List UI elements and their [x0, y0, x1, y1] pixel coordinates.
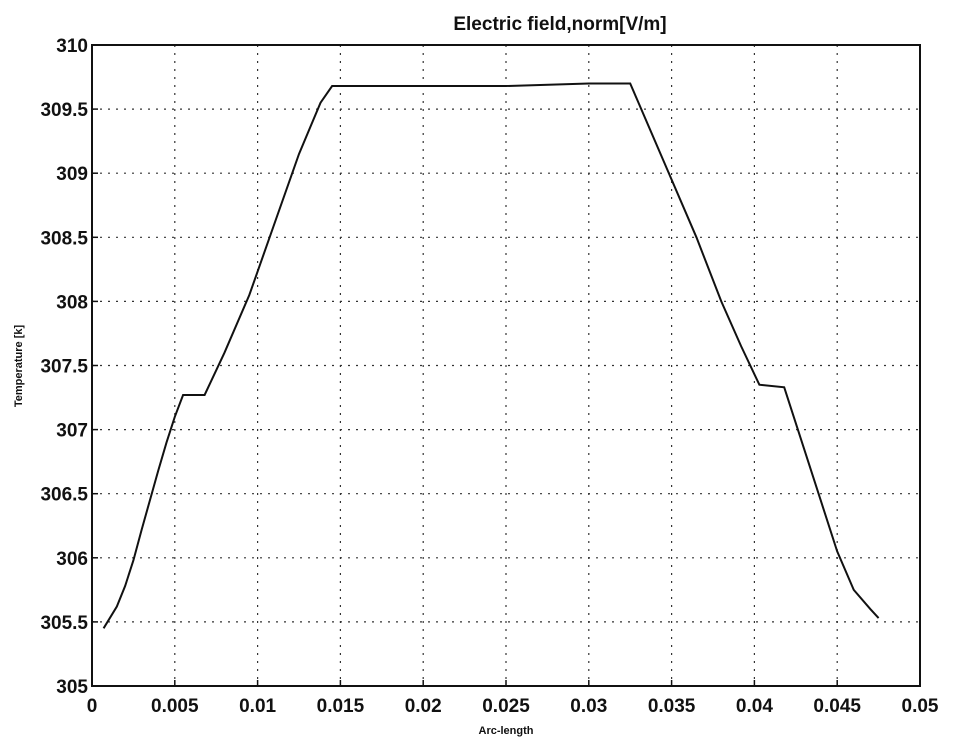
x-tick-label: 0.035	[648, 696, 696, 717]
x-tick-label: 0	[87, 696, 98, 717]
x-tick-label: 0.02	[405, 696, 442, 717]
y-tick-label: 306.5	[40, 485, 88, 506]
y-tick-label: 309.5	[40, 100, 88, 121]
plot-frame	[91, 44, 921, 687]
y-tick-label: 308.5	[40, 228, 88, 249]
x-tick-label: 0.005	[151, 696, 199, 717]
y-axis-label: Temperature [k]	[13, 325, 25, 408]
x-tick-label: 0.05	[902, 696, 939, 717]
x-tick-label: 0.03	[570, 696, 607, 717]
data-line	[102, 82, 880, 629]
y-tick-label: 305	[56, 677, 88, 698]
x-tick-label: 0.025	[482, 696, 530, 717]
y-tick-label: 306	[56, 549, 88, 570]
y-tick-label: 309	[56, 164, 88, 185]
y-tick-label: 305.5	[40, 613, 88, 634]
x-tick-label: 0.015	[317, 696, 365, 717]
x-axis-label: Arc-length	[479, 725, 534, 737]
y-tick-label: 310	[56, 36, 88, 57]
y-tick-label: 308	[56, 292, 88, 313]
x-tick-label: 0.04	[736, 696, 773, 717]
y-tick-label: 307	[56, 421, 88, 442]
x-tick-label: 0.045	[813, 696, 861, 717]
x-tick-label: 0.01	[239, 696, 276, 717]
y-tick-label: 307.5	[40, 357, 88, 378]
chart-title: Electric field,norm[V/m]	[453, 14, 666, 35]
